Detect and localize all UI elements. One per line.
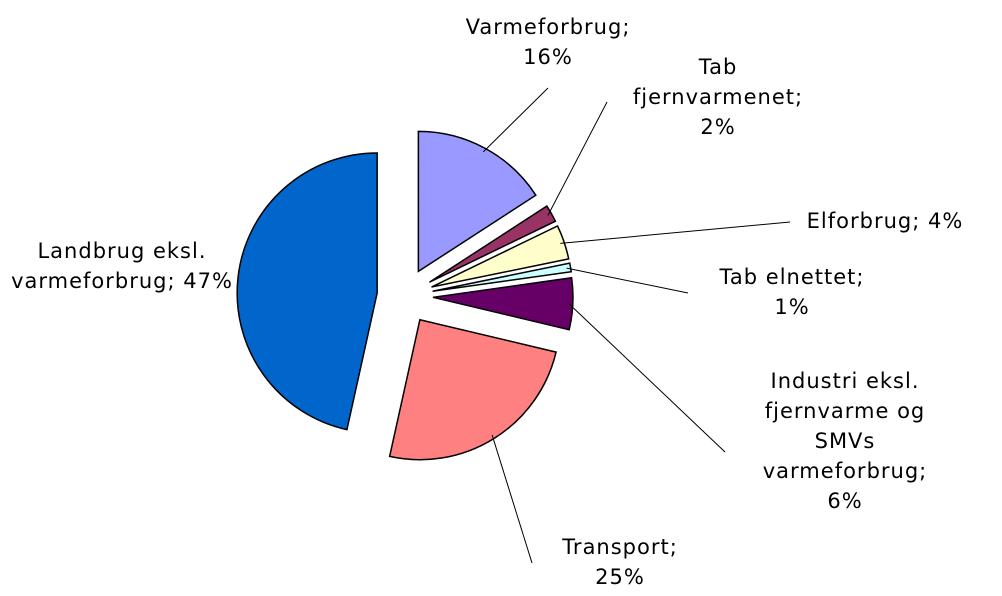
- category-label: Elforbrug;: [806, 209, 921, 233]
- leader-line: [547, 101, 608, 216]
- leader-line: [482, 87, 549, 153]
- category-label: Transport;: [562, 535, 678, 559]
- category-label: Industri eksl. fjernvarme og SMVs varmef…: [762, 369, 928, 483]
- category-label: Tab fjernvarmenet;: [632, 55, 804, 109]
- category-label: Varmeforbrug;: [465, 15, 631, 39]
- pie-slice: [432, 262, 573, 292]
- value-label: 47%: [183, 269, 233, 293]
- slice-label: Landbrug eksl. varmeforbrug; 47%: [2, 236, 242, 296]
- leader-line: [566, 267, 689, 294]
- value-label: 6%: [827, 489, 863, 513]
- pie-slice: [428, 205, 557, 283]
- pie-slice: [236, 152, 378, 431]
- category-label: Landbrug eksl. varmeforbrug;: [11, 239, 207, 293]
- leader-line: [560, 221, 791, 244]
- slice-label: Tab fjernvarmenet; 2%: [631, 52, 806, 142]
- value-label: 2%: [700, 115, 736, 139]
- slice-label: Varmeforbrug; 16%: [453, 12, 643, 72]
- value-label: 16%: [523, 45, 573, 69]
- slice-label: Transport; 25%: [540, 532, 700, 592]
- pie-slice: [388, 318, 557, 461]
- leader-line: [491, 434, 533, 564]
- slice-label: Elforbrug; 4%: [765, 206, 1002, 236]
- value-label: 1%: [774, 295, 810, 319]
- pie-slice: [417, 130, 537, 273]
- slice-label: Tab elnettet; 1%: [702, 262, 882, 322]
- slice-label: Industri eksl. fjernvarme og SMVs varmef…: [745, 366, 945, 516]
- pie-slice: [431, 224, 570, 288]
- pie-slice: [432, 276, 574, 331]
- value-label: 25%: [595, 565, 645, 589]
- category-label: Tab elnettet;: [719, 265, 865, 289]
- leader-line: [568, 303, 726, 453]
- value-label: 4%: [928, 209, 964, 233]
